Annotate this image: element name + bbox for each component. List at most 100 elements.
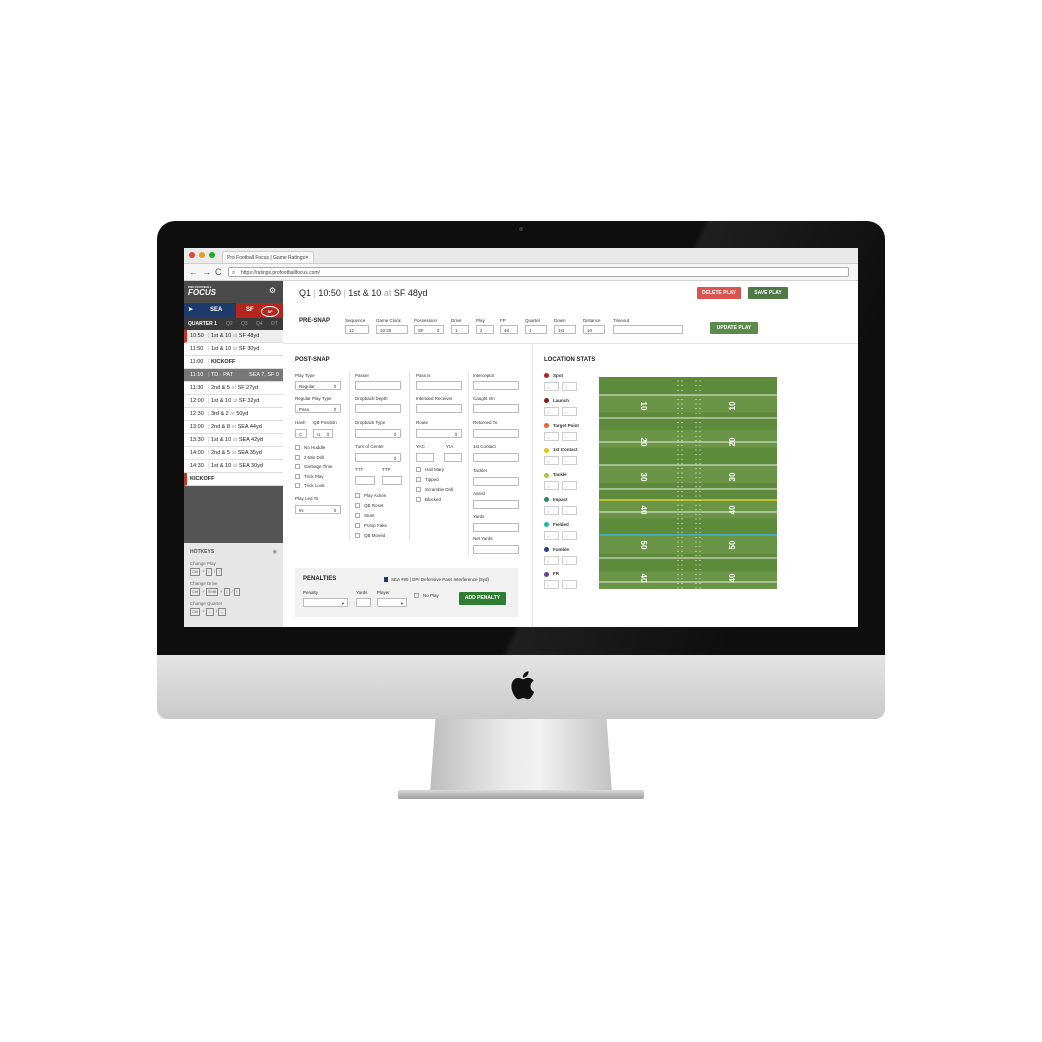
- play-list-item[interactable]: KICKOFF: [184, 473, 283, 486]
- presnap-field-input[interactable]: 1: [525, 325, 547, 334]
- checkbox-option[interactable]: Pump Fake: [355, 523, 387, 529]
- checkbox-option[interactable]: No Huddle: [295, 445, 325, 451]
- play-list-item[interactable]: 10:50 | 1st & 10 at SF 48yd: [184, 330, 283, 343]
- marker-dot-icon[interactable]: [544, 522, 549, 528]
- marker-dot-icon[interactable]: [544, 546, 549, 552]
- marker-dot-icon[interactable]: [544, 497, 549, 503]
- play-list-item[interactable]: 14:30 | 1st & 10 at SEA 30yd: [184, 460, 283, 473]
- checkbox-option[interactable]: Blocked: [416, 497, 441, 503]
- location-y-input[interactable]: Y: [562, 506, 577, 515]
- yia-input[interactable]: [444, 453, 462, 462]
- add-penalty-button[interactable]: ADD PENALTY: [459, 592, 506, 605]
- presnap-field-input[interactable]: 10: [583, 325, 605, 334]
- location-y-input[interactable]: Y: [562, 406, 577, 416]
- ttt-input[interactable]: [355, 476, 375, 485]
- minimize-window-icon[interactable]: [199, 252, 205, 258]
- play-list-item[interactable]: 11:00 | KICKOFF: [184, 356, 283, 369]
- penalty-yards-input[interactable]: [356, 598, 371, 607]
- checkbox-icon[interactable]: [355, 523, 360, 529]
- presnap-field-input[interactable]: 2: [476, 325, 494, 334]
- play-list-item[interactable]: 11:50 | 1st & 10 at SF 30yd: [184, 343, 283, 356]
- marker-dot-icon[interactable]: [544, 472, 549, 478]
- update-play-button[interactable]: UPDATE PLAY: [710, 322, 758, 334]
- back-arrow-icon[interactable]: ←: [189, 267, 198, 277]
- location-y-input[interactable]: Y: [562, 530, 577, 540]
- checkbox-icon[interactable]: [295, 483, 300, 489]
- presnap-field-input[interactable]: 1: [451, 325, 469, 334]
- penalty-player-select[interactable]: ▾: [377, 598, 407, 607]
- location-y-input[interactable]: Y: [562, 382, 577, 391]
- assist-input[interactable]: [473, 500, 519, 509]
- location-x-input[interactable]: X: [544, 431, 559, 441]
- checkbox-icon[interactable]: [295, 473, 300, 479]
- play-list-item[interactable]: 14:00 | 2nd & 5 at SEA 35yd: [184, 447, 283, 460]
- play-list-item[interactable]: 11:30 | 2nd & 5 at SF 27yd: [184, 382, 283, 395]
- checkbox-option[interactable]: Hail Mary: [416, 467, 444, 473]
- dropback-type-select[interactable]: ⇕: [355, 429, 401, 438]
- checkbox-option[interactable]: Scramble Drill: [416, 487, 453, 493]
- hash-select[interactable]: C: [295, 429, 307, 438]
- save-play-button[interactable]: SAVE PLAY: [748, 287, 788, 299]
- location-y-input[interactable]: Y: [562, 481, 577, 491]
- forward-arrow-icon[interactable]: →: [202, 267, 211, 277]
- tab-q2[interactable]: Q2: [226, 321, 233, 327]
- close-window-icon[interactable]: [189, 252, 195, 258]
- url-input[interactable]: ⌕ https://ratings.profootballfocus.com/: [228, 267, 849, 277]
- checkbox-icon[interactable]: [295, 464, 300, 470]
- checkbox-icon[interactable]: [355, 513, 360, 519]
- tab-q3[interactable]: Q3: [241, 321, 248, 327]
- presnap-field-input[interactable]: 1st: [554, 325, 576, 334]
- ttp-input[interactable]: [382, 476, 402, 485]
- checkbox-option[interactable]: Trick Look: [295, 483, 325, 489]
- intended-receiver-input[interactable]: [416, 404, 462, 413]
- marker-dot-icon[interactable]: [544, 447, 549, 453]
- football-field-map[interactable]: 10 10 20 20 30 30 40 40 50 50 40 40: [599, 377, 777, 589]
- checkbox-option[interactable]: Stunt: [355, 513, 375, 519]
- checkbox-icon[interactable]: [355, 493, 360, 499]
- passer-input[interactable]: [355, 381, 401, 390]
- checkbox-option[interactable]: Trick Play: [295, 474, 324, 480]
- net-yards-input[interactable]: [473, 545, 519, 554]
- play-list-item[interactable]: 13:00 | 2nd & 8 at SEA 44yd: [184, 421, 283, 434]
- presnap-field-input[interactable]: 12: [345, 325, 369, 334]
- checkbox-icon[interactable]: [416, 467, 421, 473]
- turn-of-center-select[interactable]: ⇕: [355, 453, 401, 462]
- refresh-icon[interactable]: C: [215, 267, 222, 277]
- presnap-field-input[interactable]: 10:20: [376, 325, 408, 334]
- penalty-select[interactable]: ▾: [303, 598, 348, 607]
- play-list-item[interactable]: 12:30 | 3rd & 2 at 50yd: [184, 408, 283, 421]
- tab-ot[interactable]: OT: [271, 321, 278, 327]
- tab-q4[interactable]: Q4: [256, 321, 263, 327]
- marker-dot-icon[interactable]: [544, 373, 549, 379]
- play-list-item[interactable]: 12:00 | 1st & 10 at SF 32yd: [184, 395, 283, 408]
- checkbox-option[interactable]: Tipped: [416, 477, 439, 483]
- play-type-select[interactable]: Regular ⇕: [295, 381, 341, 390]
- gear-icon[interactable]: ⚙: [268, 286, 276, 295]
- interceptor-input[interactable]: [473, 381, 519, 390]
- checkbox-option[interactable]: QB Moved: [355, 533, 385, 539]
- checkbox-option[interactable]: Garbage Time: [295, 464, 333, 470]
- returned-to-input[interactable]: [473, 429, 519, 438]
- dropback-depth-input[interactable]: [355, 404, 401, 413]
- location-x-input[interactable]: X: [544, 456, 559, 466]
- yac-input[interactable]: [416, 453, 434, 462]
- checkbox-icon[interactable]: [416, 477, 421, 483]
- play-list-item[interactable]: 13:30 | 1st & 10 at SEA 42yd: [184, 434, 283, 447]
- location-y-input[interactable]: Y: [562, 431, 577, 441]
- team-sf[interactable]: SF SF: [236, 303, 283, 318]
- first-contact-input[interactable]: [473, 453, 519, 462]
- location-x-input[interactable]: X: [544, 481, 559, 491]
- location-x-input[interactable]: X: [544, 580, 559, 590]
- presnap-field-input[interactable]: 48: [500, 325, 518, 334]
- route-select[interactable]: ⇕: [416, 429, 462, 438]
- checkbox-option[interactable]: 2-Min Drill: [295, 455, 324, 461]
- location-x-input[interactable]: X: [544, 506, 559, 515]
- checkbox-icon[interactable]: [355, 533, 360, 539]
- checkbox-icon[interactable]: [295, 454, 300, 460]
- qb-position-select[interactable]: U ⇕: [313, 429, 333, 438]
- no-play-checkbox[interactable]: No Play: [414, 593, 439, 599]
- yards-input[interactable]: [473, 523, 519, 532]
- location-y-input[interactable]: Y: [562, 580, 577, 590]
- penalty-entry[interactable]: SEA #95 | DPI Defensive Pass Interferenc…: [384, 577, 489, 583]
- location-y-input[interactable]: Y: [562, 456, 577, 466]
